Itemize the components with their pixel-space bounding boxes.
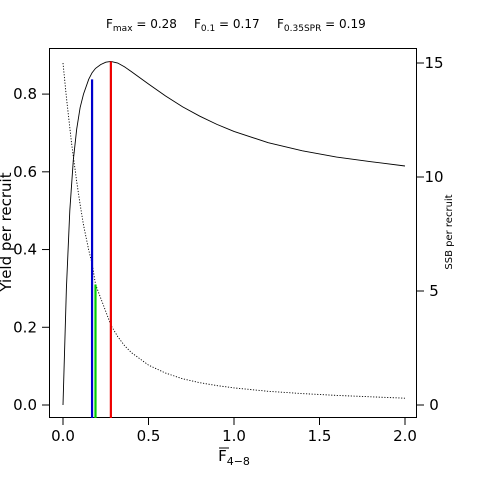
title-f01: F0.1 = 0.17 <box>194 17 260 34</box>
reference-lines <box>90 61 112 418</box>
y-axis-right: 0 5 10 15 <box>416 54 444 414</box>
x-tick-label: 0.0 <box>51 427 75 445</box>
plot-frame <box>49 48 417 418</box>
y-axis-label-left: Yield per recruit <box>0 172 15 292</box>
title-fmax: Fmax = 0.28 <box>106 17 177 34</box>
y-tick-label-left: 0.8 <box>13 85 37 103</box>
x-tick-label: 2.0 <box>393 427 417 445</box>
y-tick-label-right: 15 <box>424 54 443 72</box>
y-axis-label-right: SSB per recruit <box>444 194 455 269</box>
x-axis: 0.0 0.5 1.0 1.5 2.0 <box>51 418 417 445</box>
x-tick-label: 1.0 <box>222 427 246 445</box>
y-tick-label-left: 0.2 <box>13 318 37 336</box>
y-tick-label-right: 10 <box>424 168 443 186</box>
series-layer <box>62 60 406 406</box>
x-tick-label: 1.5 <box>308 427 332 445</box>
x-axis-label: F4−8 <box>218 447 250 468</box>
chart-title: Fmax = 0.28 F0.1 = 0.17 F0.35SPR = 0.19 <box>106 17 366 34</box>
x-tick-label: 0.5 <box>137 427 161 445</box>
y-tick-label-left: 0.0 <box>13 396 37 414</box>
title-f035spr: F0.35SPR = 0.19 <box>277 17 366 34</box>
y-tick-label-left: 0.4 <box>13 241 37 259</box>
y-axis-left: 0.0 0.2 0.4 0.6 0.8 <box>13 85 50 414</box>
y-tick-label-right: 5 <box>429 282 439 300</box>
y-tick-label-left: 0.6 <box>13 163 37 181</box>
ssb-per-recruit-line <box>62 62 406 399</box>
y-tick-label-right: 0 <box>429 396 439 414</box>
yield-per-recruit-line <box>62 60 406 406</box>
